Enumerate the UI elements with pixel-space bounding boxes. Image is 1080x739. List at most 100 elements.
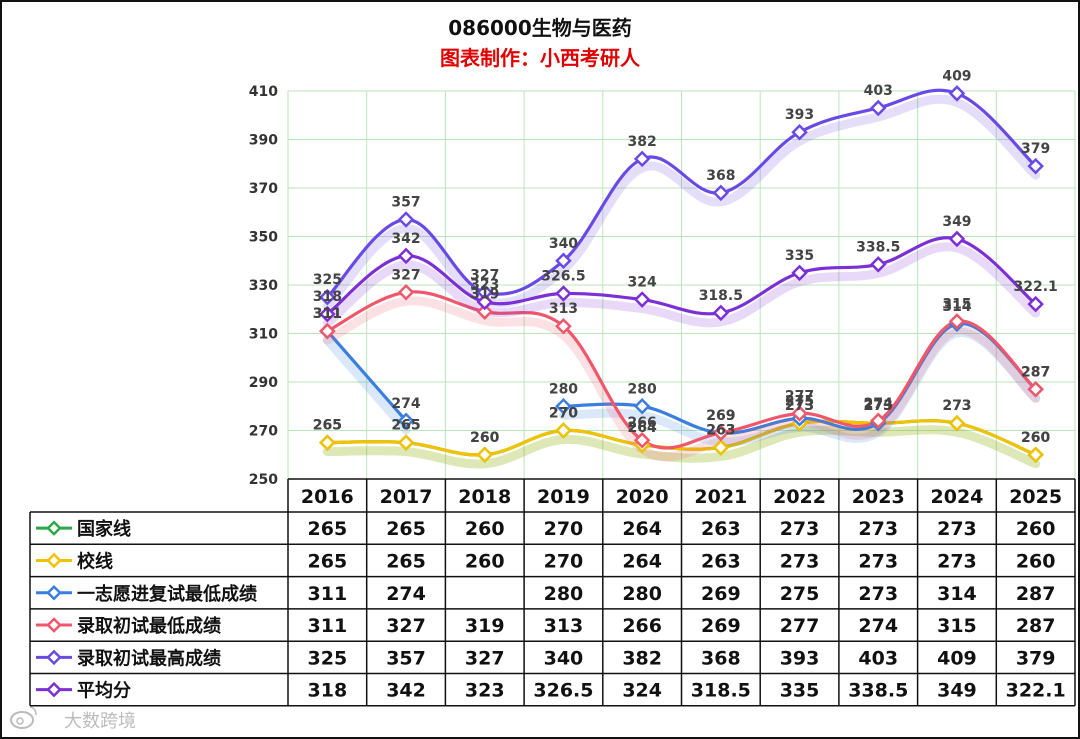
table-cell: 265 xyxy=(308,518,348,540)
data-point xyxy=(1027,295,1044,313)
table-cell: 326.5 xyxy=(533,680,593,702)
data-point xyxy=(633,291,651,308)
table-cell: 273 xyxy=(780,518,820,540)
table-row-label: 录取初试最低成绩 xyxy=(77,615,221,637)
y-tick-label: 250 xyxy=(249,472,278,488)
data-label: 324 xyxy=(628,275,657,291)
data-point xyxy=(633,431,651,449)
table-cell: 270 xyxy=(544,518,584,540)
table-cell: 314 xyxy=(937,583,977,605)
data-label: 327 xyxy=(470,267,499,283)
data-point xyxy=(1027,381,1044,398)
y-tick-label: 270 xyxy=(249,424,278,440)
table-cell: 273 xyxy=(858,550,898,572)
table-cell: 313 xyxy=(544,615,584,637)
data-label: 270 xyxy=(549,406,578,422)
data-point xyxy=(476,293,494,311)
data-point xyxy=(712,184,730,202)
data-point xyxy=(319,305,336,323)
y-tick-label: 350 xyxy=(249,230,278,246)
data-label: 266 xyxy=(628,415,657,431)
data-label: 260 xyxy=(470,430,499,446)
data-label: 269 xyxy=(706,408,735,424)
data-point xyxy=(712,424,730,442)
table-cell: 368 xyxy=(701,647,741,669)
data-label: 349 xyxy=(942,214,971,230)
data-label: 265 xyxy=(313,418,342,434)
data-point xyxy=(1027,157,1044,175)
data-label: 342 xyxy=(391,231,420,247)
table-cell: 274 xyxy=(386,583,426,605)
chart-subtitle: 图表制作：小西考研人 xyxy=(440,46,641,70)
data-label: 263 xyxy=(706,422,735,438)
data-label: 325 xyxy=(313,272,342,288)
table-cell: 280 xyxy=(544,583,584,605)
data-label: 273 xyxy=(942,398,971,414)
table-header-year: 2016 xyxy=(301,486,354,508)
data-label: 260 xyxy=(1021,430,1050,446)
data-point xyxy=(555,422,572,439)
data-label: 327 xyxy=(391,267,420,283)
table-cell: 266 xyxy=(622,615,662,637)
table-cell: 273 xyxy=(858,583,898,605)
table-cell: 264 xyxy=(622,550,662,572)
data-label: 273 xyxy=(864,398,893,414)
data-label: 273 xyxy=(942,398,971,414)
data-label: 280 xyxy=(549,381,578,397)
data-point xyxy=(633,397,651,415)
table-cell: 273 xyxy=(858,518,898,540)
table-cell: 323 xyxy=(465,680,505,702)
data-point xyxy=(948,85,966,102)
table-cell: 327 xyxy=(465,647,505,669)
table-cell: 403 xyxy=(858,647,898,669)
series-line xyxy=(326,290,1037,450)
table-cell: 409 xyxy=(937,647,977,669)
table-cell: 270 xyxy=(544,550,584,572)
table-cell: 327 xyxy=(386,615,426,637)
table-cell: 349 xyxy=(937,680,977,702)
table-cell: 273 xyxy=(780,550,820,572)
series-line xyxy=(326,236,1037,316)
data-label: 269 xyxy=(706,408,735,424)
table-cell: 322.1 xyxy=(1006,680,1066,702)
table-cell: 260 xyxy=(1016,550,1056,572)
legend-key-marker xyxy=(46,520,62,536)
data-label: 338.5 xyxy=(856,239,900,255)
data-label: 273 xyxy=(864,398,893,414)
y-tick-label: 410 xyxy=(249,84,278,100)
y-tick-label: 290 xyxy=(249,375,278,391)
data-point xyxy=(1027,446,1044,464)
table-cell: 325 xyxy=(308,647,348,669)
data-label: 368 xyxy=(706,168,735,184)
table-row-label: 校线 xyxy=(77,550,113,572)
table-cell: 260 xyxy=(465,550,505,572)
data-point xyxy=(869,412,887,430)
data-label: 270 xyxy=(549,406,578,422)
data-point xyxy=(397,434,415,451)
data-label: 315 xyxy=(942,296,971,312)
data-label: 409 xyxy=(942,68,971,84)
data-label: 393 xyxy=(785,107,814,123)
data-label: 319 xyxy=(470,287,499,303)
data-point xyxy=(397,247,415,265)
table-cell: 287 xyxy=(1016,615,1056,637)
data-label: 265 xyxy=(313,418,342,434)
series-shadow xyxy=(322,242,1041,328)
table-cell: 287 xyxy=(1016,583,1056,605)
table-cell: 342 xyxy=(386,680,426,702)
data-label: 287 xyxy=(1021,364,1050,380)
data-label: 277 xyxy=(785,389,814,405)
table-header-year: 2018 xyxy=(458,486,511,508)
data-point xyxy=(397,211,415,228)
table-cell: 263 xyxy=(701,518,741,540)
data-label: 379 xyxy=(1021,141,1050,157)
legend-key-marker xyxy=(46,649,62,666)
data-point xyxy=(869,99,887,117)
data-point xyxy=(319,434,336,451)
data-point xyxy=(791,264,808,282)
table-header-year: 2017 xyxy=(380,486,433,508)
table-header-year: 2025 xyxy=(1009,486,1062,508)
data-point xyxy=(948,230,966,248)
table-cell: 379 xyxy=(1016,647,1056,669)
